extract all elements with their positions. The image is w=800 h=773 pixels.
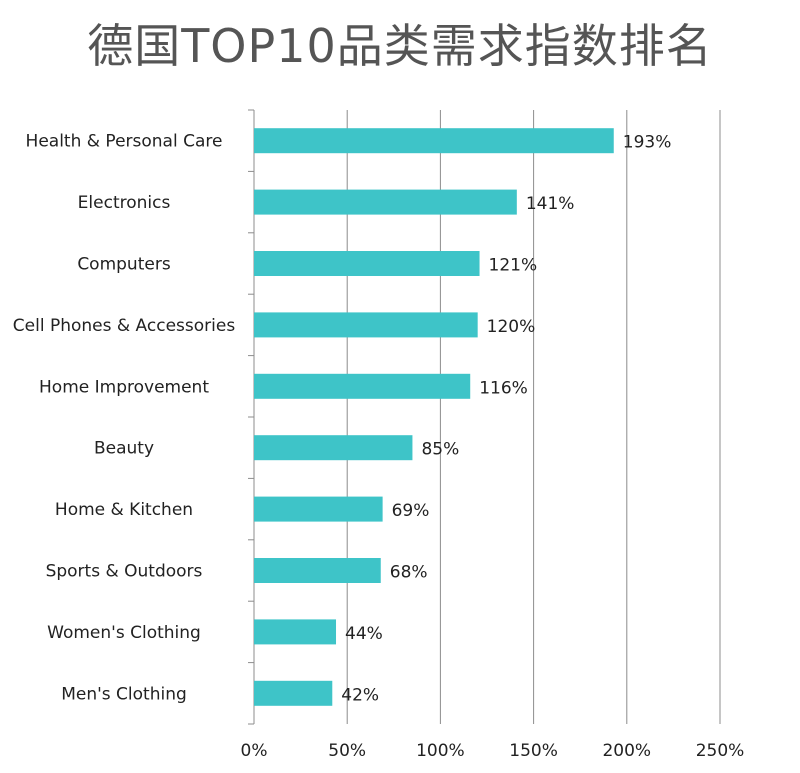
category-label: Cell Phones & Accessories	[13, 316, 236, 336]
category-label: Sports & Outdoors	[46, 562, 203, 582]
category-labels: Health & Personal Care Electronics Compute…	[13, 132, 236, 705]
x-tick-label: 0%	[241, 741, 268, 761]
bar	[254, 251, 480, 276]
category-label: Men's Clothing	[61, 684, 187, 704]
value-label: 44%	[345, 624, 383, 644]
value-label: 193%	[623, 133, 672, 153]
category-label: Computers	[77, 255, 171, 275]
bar	[254, 619, 337, 645]
category-label: Home & Kitchen	[55, 500, 193, 520]
x-tick-label: 50%	[328, 741, 366, 761]
category-label: Beauty	[94, 439, 154, 459]
x-tick-label: 250%	[696, 741, 745, 761]
value-label: 141%	[526, 194, 575, 214]
value-label: 116%	[479, 378, 528, 398]
value-label: 69%	[392, 501, 430, 521]
x-tick-label: 200%	[602, 741, 651, 761]
bar	[254, 312, 478, 338]
value-label: 68%	[390, 563, 428, 583]
value-label: 85%	[421, 440, 459, 460]
bar	[254, 189, 517, 215]
bar	[254, 373, 471, 399]
value-label: 42%	[341, 685, 379, 705]
x-tick-label: 150%	[509, 741, 558, 761]
category-label: Home Improvement	[39, 377, 209, 397]
category-label: Women's Clothing	[47, 623, 201, 643]
x-tick-label: 100%	[416, 741, 465, 761]
chart-title: 德国TOP10品类需求指数排名	[87, 19, 713, 73]
bar	[254, 128, 614, 154]
value-labels: 193% 141% 121% 120% 116% 85% 69% 68% 44% 42%	[341, 133, 671, 706]
value-label: 121%	[489, 256, 538, 276]
axes	[248, 109, 255, 725]
bar	[254, 496, 383, 522]
x-tick-labels: 0% 50% 100% 150% 200% 250%	[241, 741, 745, 761]
value-label: 120%	[487, 317, 536, 337]
bar	[254, 558, 381, 583]
bars	[254, 128, 614, 706]
bar	[254, 680, 333, 706]
bar	[254, 435, 413, 461]
category-label: Health & Personal Care	[26, 132, 223, 152]
category-label: Electronics	[78, 193, 171, 213]
